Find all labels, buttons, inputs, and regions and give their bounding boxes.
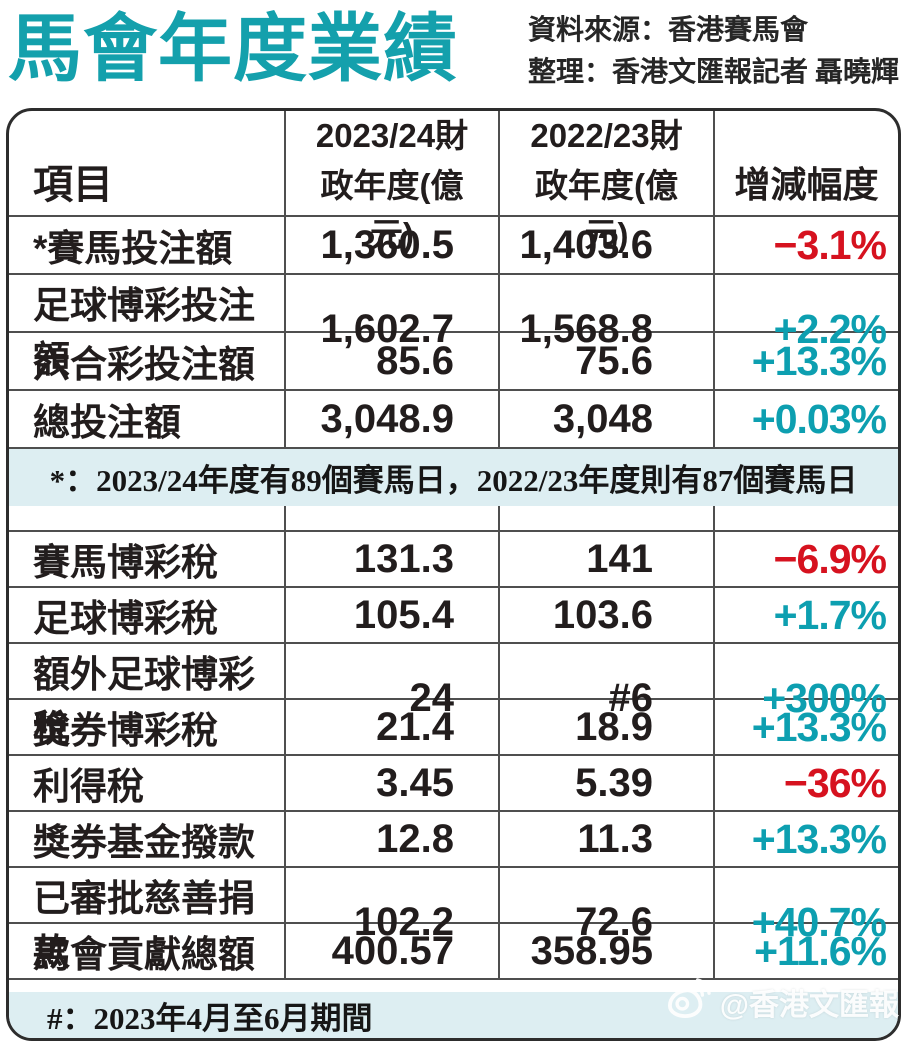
value-fy2022-23: 3,048 (500, 391, 715, 447)
item-label: 足球博彩稅 (9, 588, 286, 642)
item-label: 利得稅 (9, 756, 286, 810)
item-label: 獎券基金撥款 (9, 812, 286, 866)
value-fy2023-24: 1,360.5 (286, 217, 500, 273)
table-row: 獎券基金撥款 12.8 11.3 +13.3% (9, 812, 898, 868)
raceday-note-band: *：2023/24年度有89個賽馬日，2022/23年度則有87個賽馬日 (9, 449, 898, 506)
table-row: 額外足球博彩稅 24 #6 +300% (9, 644, 898, 752)
change-value: −36% (783, 759, 887, 806)
item-label: 額外足球博彩稅 (9, 644, 286, 752)
item-label: 賽馬博彩稅 (9, 532, 286, 586)
table-row: 賽馬博彩稅 131.3 141 −6.9% (9, 532, 898, 588)
table-row: 馬會貢獻總額 400.57 358.95 +11.6% (9, 924, 898, 980)
spacer-cell (286, 506, 500, 530)
value-fy2022-23: 18.9 (500, 700, 715, 754)
value-fy2023-24: 85.6 (286, 333, 500, 389)
spacer-cell (9, 506, 286, 530)
table-header-row: 項目 2023/24財政年度(億元) 2022/23財政年度(億元) 增減幅度 (9, 111, 898, 260)
header-cell-change: 增減幅度 (734, 164, 879, 206)
source-credit: 資料來源：香港賽馬會 整理：香港文匯報記者 聶曉輝 (528, 6, 901, 94)
change-value: +40.7% (751, 898, 887, 945)
value-fy2023-24: 131.3 (286, 532, 500, 586)
betting-turnover-section: *賽馬投注額 1,360.5 1,403.6 −3.1% 足球博彩投注額 1,6… (9, 217, 898, 449)
page-header: 馬會年度業績 資料來源：香港賽馬會 整理：香港文匯報記者 聶曉輝 (0, 0, 907, 100)
tax-contribution-section: 賽馬博彩稅 131.3 141 −6.9% 足球博彩稅 105.4 103.6 … (9, 532, 898, 980)
value-fy2022-23: #6 (500, 644, 715, 752)
results-table: 項目 2023/24財政年度(億元) 2022/23財政年度(億元) 增減幅度 … (6, 108, 901, 1041)
spacer-cell (715, 506, 898, 530)
change-value: +11.6% (754, 927, 887, 974)
value-fy2022-23: 103.6 (500, 588, 715, 642)
value-fy2022-23: 75.6 (500, 333, 715, 389)
change-value: +13.3% (751, 337, 887, 384)
value-fy2023-24: 400.57 (286, 924, 500, 978)
watermark: @香港文匯報 (666, 977, 899, 1027)
page-title: 馬會年度業績 (8, 7, 458, 90)
value-fy2023-24: 105.4 (286, 588, 500, 642)
change-value: −6.9% (773, 535, 887, 582)
table-row: 足球博彩稅 105.4 103.6 +1.7% (9, 588, 898, 644)
value-fy2022-23: 1,568.8 (500, 275, 715, 383)
section-spacer (9, 506, 898, 532)
item-label: 馬會貢獻總額 (9, 924, 286, 978)
item-label: 已審批慈善捐款 (9, 868, 286, 976)
change-value: +1.7% (773, 591, 887, 638)
value-fy2023-24: 102.2 (286, 868, 500, 976)
change-value: +13.3% (751, 703, 887, 750)
table-row: 六合彩投注額 85.6 75.6 +13.3% (9, 333, 898, 391)
value-fy2022-23: 1,403.6 (500, 217, 715, 273)
item-label: 足球博彩投注額 (9, 275, 286, 383)
value-fy2022-23: 72.6 (500, 868, 715, 976)
value-fy2023-24: 1,602.7 (286, 275, 500, 383)
change-value: −3.1% (773, 221, 887, 268)
watermark-handle: @香港文匯報 (719, 989, 899, 1022)
header-cell-item: 項目 (9, 111, 286, 260)
change-value: +300% (762, 674, 887, 721)
value-fy2022-23: 5.39 (500, 756, 715, 810)
value-fy2023-24: 12.8 (286, 812, 500, 866)
value-fy2023-24: 3.45 (286, 756, 500, 810)
weibo-icon (666, 977, 712, 1027)
spacer-cell (500, 506, 715, 530)
credit-line: 整理：香港文匯報記者 聶曉輝 (527, 57, 899, 88)
item-label: 六合彩投注額 (9, 333, 286, 389)
change-value: +2.2% (773, 305, 887, 352)
item-label: 總投注額 (9, 391, 286, 447)
change-value: +0.03% (751, 395, 887, 442)
source-line: 資料來源：香港賽馬會 (527, 15, 808, 46)
table-row: 獎券博彩稅 21.4 18.9 +13.3% (9, 700, 898, 756)
item-label: *賽馬投注額 (9, 217, 286, 273)
item-label: 獎券博彩稅 (9, 700, 286, 754)
header-cell-fy2022-23: 2022/23財政年度(億元) (500, 111, 715, 260)
value-fy2022-23: 141 (500, 532, 715, 586)
table-row: *賽馬投注額 1,360.5 1,403.6 −3.1% (9, 217, 898, 275)
table-row: 利得稅 3.45 5.39 −36% (9, 756, 898, 812)
table-row: 總投注額 3,048.9 3,048 +0.03% (9, 391, 898, 449)
change-value: +13.3% (751, 815, 887, 862)
header-cell-fy2023-24: 2023/24財政年度(億元) (286, 111, 500, 260)
value-fy2022-23: 11.3 (500, 812, 715, 866)
value-fy2023-24: 24 (286, 644, 500, 752)
value-fy2023-24: 21.4 (286, 700, 500, 754)
value-fy2022-23: 358.95 (500, 924, 715, 978)
table-row: 足球博彩投注額 1,602.7 1,568.8 +2.2% (9, 275, 898, 383)
value-fy2023-24: 3,048.9 (286, 391, 500, 447)
table-row: 已審批慈善捐款 102.2 72.6 +40.7% (9, 868, 898, 976)
